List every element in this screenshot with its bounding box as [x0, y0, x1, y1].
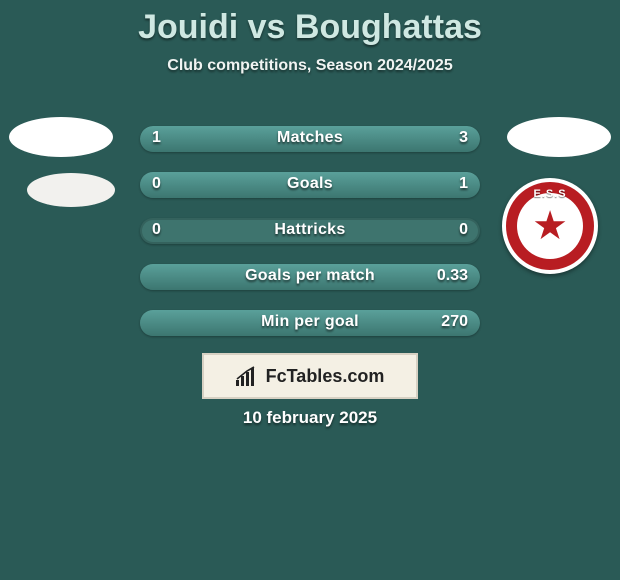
brand-text: FcTables.com — [266, 366, 385, 387]
stat-label: Goals — [140, 175, 480, 193]
stat-row: 0Hattricks0 — [0, 218, 620, 264]
stat-row: Goals per match0.33 — [0, 264, 620, 310]
stat-row: Min per goal270 — [0, 310, 620, 356]
infographic-root: Jouidi vs Boughattas Club competitions, … — [0, 0, 620, 580]
page-subtitle: Club competitions, Season 2024/2025 — [0, 57, 620, 75]
stat-label: Matches — [140, 129, 480, 147]
brand-box: FcTables.com — [202, 353, 418, 399]
stat-row: 1Matches3 — [0, 126, 620, 172]
stat-value-right: 0 — [459, 221, 468, 239]
stat-label: Goals per match — [140, 267, 480, 285]
stat-bar: 1Matches3 — [140, 126, 480, 152]
date-text: 10 february 2025 — [0, 408, 620, 428]
stat-label: Min per goal — [140, 313, 480, 331]
stat-value-right: 1 — [459, 175, 468, 193]
page-title: Jouidi vs Boughattas — [0, 8, 620, 47]
stat-bar: 0Hattricks0 — [140, 218, 480, 244]
stat-label: Hattricks — [140, 221, 480, 239]
stat-value-right: 3 — [459, 129, 468, 147]
brand-bars-icon — [236, 366, 260, 386]
stat-value-right: 0.33 — [437, 267, 468, 285]
stat-bar: Min per goal270 — [140, 310, 480, 336]
stat-row: 0Goals1 — [0, 172, 620, 218]
stat-bar: Goals per match0.33 — [140, 264, 480, 290]
stat-value-right: 270 — [441, 313, 468, 331]
stat-bar: 0Goals1 — [140, 172, 480, 198]
